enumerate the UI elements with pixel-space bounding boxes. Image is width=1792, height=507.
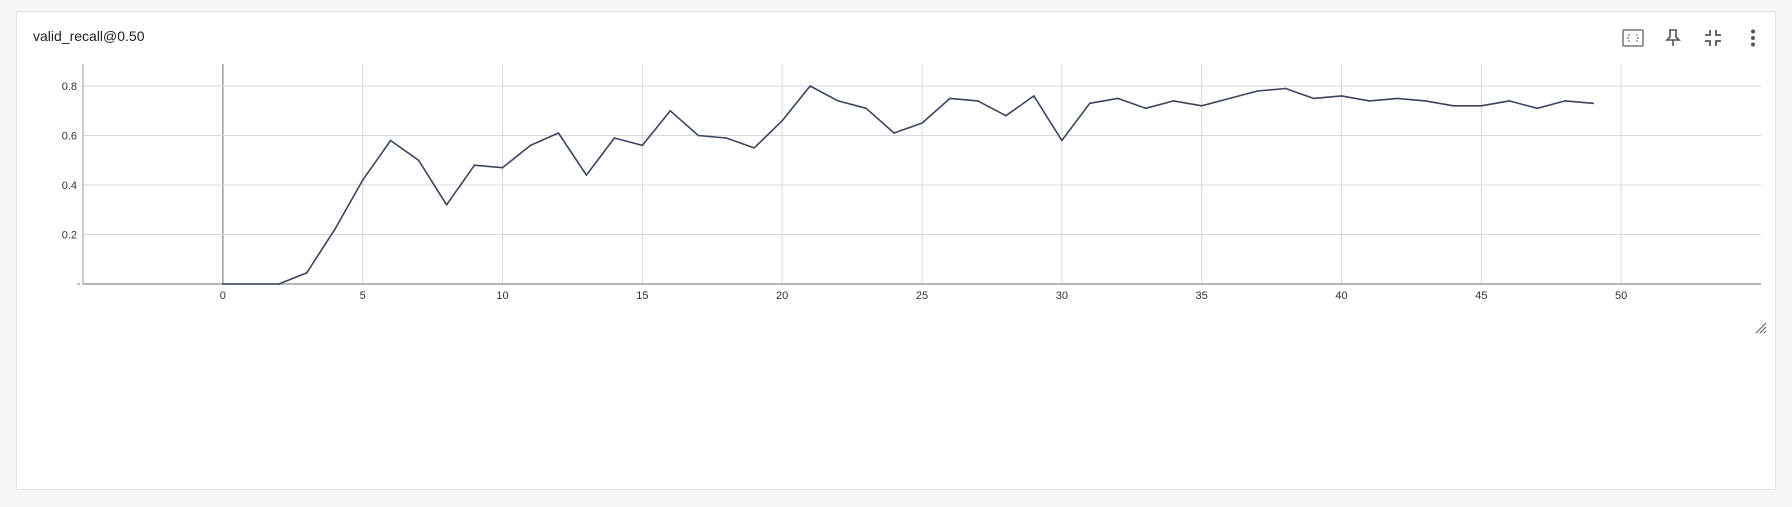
data-point xyxy=(473,164,476,166)
data-point xyxy=(893,132,895,134)
more-options-button[interactable] xyxy=(1741,26,1765,50)
data-point xyxy=(1061,139,1063,142)
pin-icon xyxy=(1665,29,1681,46)
data-point xyxy=(361,179,364,181)
x-tick-label: 25 xyxy=(916,290,928,302)
data-point xyxy=(1368,100,1371,102)
data-point xyxy=(837,100,839,102)
data-point xyxy=(1284,87,1287,90)
x-tick-label: 50 xyxy=(1615,290,1627,302)
more-vert-icon xyxy=(1751,29,1755,47)
series-line xyxy=(222,85,1594,285)
data-point xyxy=(417,159,420,162)
data-point xyxy=(501,166,504,169)
data-point xyxy=(1480,105,1483,107)
data-point xyxy=(1424,100,1427,102)
data-point xyxy=(1033,95,1035,97)
data-point xyxy=(250,283,252,285)
x-tick-label: 40 xyxy=(1335,290,1347,302)
data-point xyxy=(1228,97,1231,100)
data-point xyxy=(725,137,728,139)
data-point xyxy=(1256,90,1259,92)
data-point xyxy=(305,272,308,274)
data-point xyxy=(389,139,392,142)
x-tick-label: 35 xyxy=(1196,290,1208,302)
data-point xyxy=(445,204,448,206)
x-tick-label: 0 xyxy=(220,290,226,302)
data-point xyxy=(781,119,783,122)
data-point xyxy=(669,109,672,112)
data-point xyxy=(1592,102,1594,105)
fit-domain-icon xyxy=(1622,29,1644,47)
pin-button[interactable] xyxy=(1661,26,1685,50)
x-tick-label: 5 xyxy=(360,290,366,302)
data-point xyxy=(865,107,867,110)
x-tick-label: 45 xyxy=(1475,290,1487,302)
data-point xyxy=(1312,97,1315,100)
y-tick-label: 0.4 xyxy=(62,180,77,192)
x-tick-label: 15 xyxy=(636,290,648,302)
data-point xyxy=(641,144,644,147)
data-point xyxy=(977,100,979,102)
data-point xyxy=(277,283,280,285)
data-point xyxy=(1116,97,1119,100)
fit-domain-button[interactable] xyxy=(1621,26,1645,50)
data-point xyxy=(1089,102,1091,105)
data-point xyxy=(697,134,700,137)
line-chart[interactable]: 0 5 10 15 20 25 30 35 40 45 50 0.2 0.4 0.6 0.8 xyxy=(17,12,1777,491)
data-point xyxy=(1396,97,1399,100)
data-point xyxy=(949,97,951,100)
data-point xyxy=(1536,107,1539,110)
data-point xyxy=(529,144,532,147)
data-point xyxy=(753,147,755,149)
x-tick-label: 20 xyxy=(776,290,788,302)
data-point xyxy=(1172,100,1175,102)
data-point xyxy=(613,137,616,139)
y-tick-label: 0.6 xyxy=(62,131,77,143)
data-point xyxy=(1144,107,1147,110)
chart-card: valid_recall@0.50 0 5 10 15 20 25 30 3 xyxy=(16,11,1776,490)
chart-title: valid_recall@0.50 xyxy=(33,28,145,44)
data-point xyxy=(557,132,560,134)
data-point xyxy=(222,283,224,285)
data-point xyxy=(921,122,923,124)
resize-handle-icon[interactable] xyxy=(1755,322,1767,334)
data-point xyxy=(1005,114,1007,117)
data-point xyxy=(1200,105,1203,107)
data-point xyxy=(809,85,811,87)
data-point xyxy=(333,228,336,231)
data-point xyxy=(585,174,588,176)
data-point xyxy=(1340,95,1343,97)
collapse-button[interactable] xyxy=(1701,26,1725,50)
data-point xyxy=(1564,100,1567,102)
x-tick-label: 10 xyxy=(496,290,508,302)
card-toolbar xyxy=(1621,26,1765,50)
collapse-icon xyxy=(1705,30,1721,46)
y-tick-label: 0.2 xyxy=(62,230,77,242)
x-tick-label: 30 xyxy=(1056,290,1068,302)
data-point xyxy=(1452,105,1455,107)
data-point xyxy=(1508,100,1511,102)
y-tick-label: 0.8 xyxy=(62,81,77,93)
